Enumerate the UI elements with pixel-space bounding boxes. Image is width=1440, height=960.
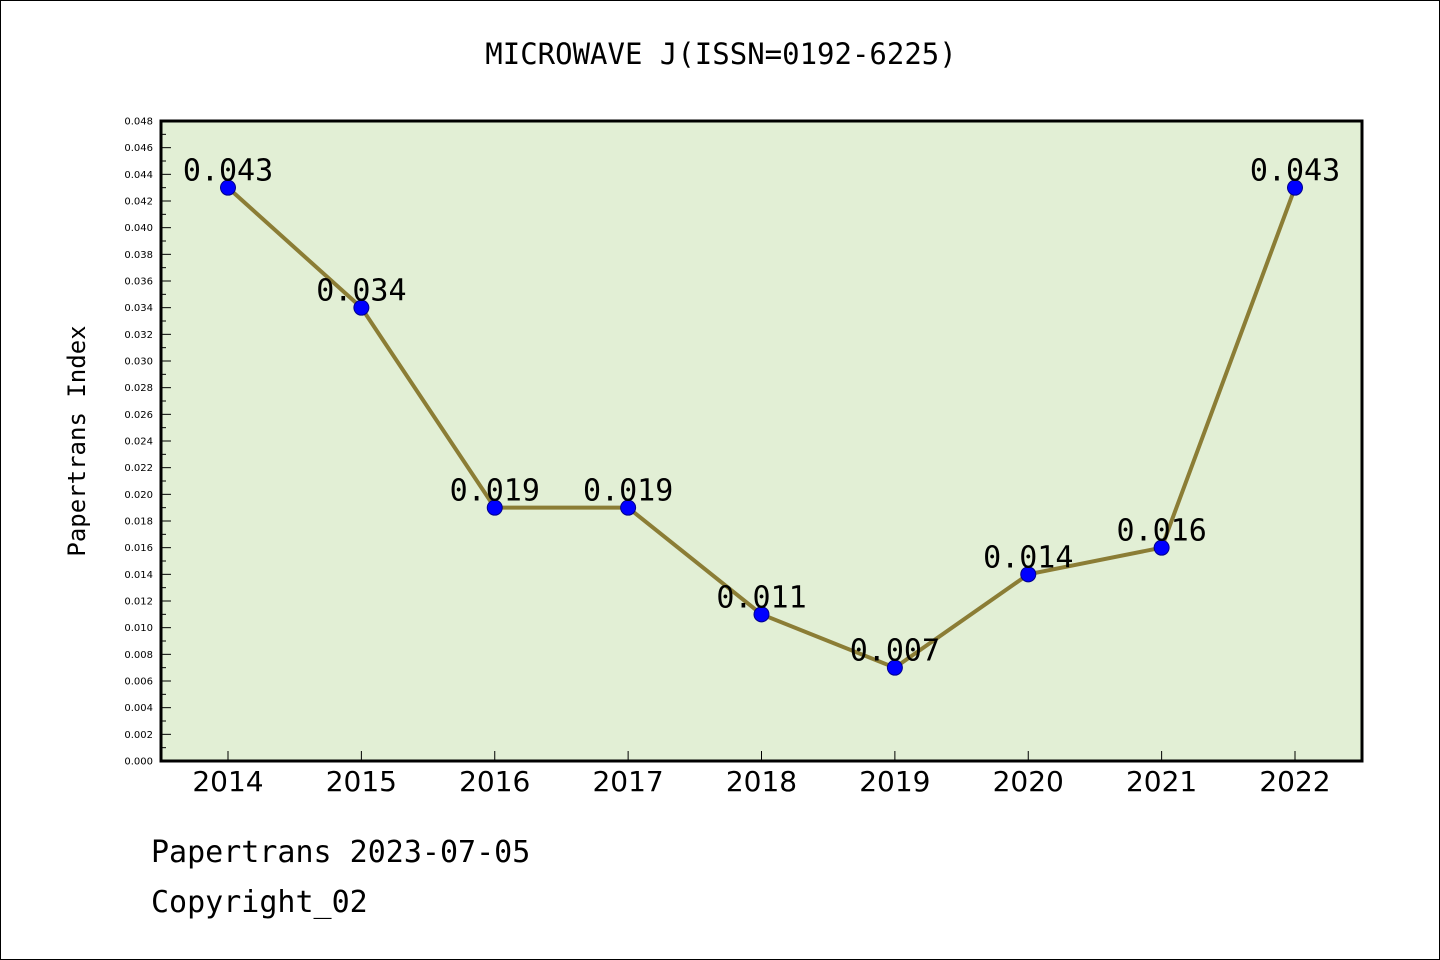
y-tick-label: 0.020 (124, 490, 153, 501)
y-tick-label: 0.014 (124, 570, 153, 581)
data-point (1287, 179, 1303, 196)
data-label: 0.011 (716, 580, 806, 615)
x-tick-label: 2020 (993, 765, 1064, 798)
chart-title: MICROWAVE J(ISSN=0192-6225) (485, 37, 957, 71)
data-label: 0.007 (850, 634, 940, 669)
x-tick-label: 2017 (592, 765, 663, 798)
x-tick-label: 2019 (859, 765, 930, 798)
data-label: 0.014 (983, 540, 1073, 575)
y-tick-label: 0.038 (124, 250, 153, 261)
y-tick-label: 0.012 (124, 597, 153, 608)
y-tick-label: 0.004 (124, 703, 153, 714)
data-point (353, 299, 370, 316)
footer-copyright: Copyright_02 (151, 885, 368, 920)
x-tick-label: 2021 (1126, 765, 1197, 798)
data-label: 0.043 (183, 154, 273, 189)
y-tick-label: 0.048 (124, 117, 153, 128)
y-tick-label: 0.006 (124, 677, 153, 688)
y-tick-label: 0.026 (124, 410, 153, 421)
data-point (1153, 539, 1170, 556)
data-label: 0.019 (450, 474, 540, 509)
plot-frame (159, 119, 1364, 763)
x-tick-label: 2015 (326, 765, 397, 798)
y-axis-label: Papertrans Index (63, 325, 91, 556)
y-tick-label: 0.028 (124, 383, 153, 394)
y-tick-label: 0.032 (124, 330, 153, 341)
footer-date: Papertrans 2023-07-05 (151, 835, 531, 870)
y-tick-label: 0.000 (124, 757, 153, 768)
data-point (486, 499, 503, 516)
y-tick-label: 0.022 (124, 463, 153, 474)
data-label: 0.016 (1116, 514, 1206, 549)
y-tick-label: 0.046 (124, 143, 153, 154)
y-tick-label: 0.042 (124, 197, 153, 208)
data-label: 0.019 (583, 474, 673, 509)
y-tick-label: 0.034 (124, 303, 153, 314)
x-tick-label: 2022 (1259, 765, 1330, 798)
data-label: 0.043 (1250, 154, 1340, 189)
data-point (620, 499, 637, 516)
y-tick-label: 0.010 (124, 623, 153, 634)
y-tick-label: 0.024 (124, 437, 153, 448)
y-tick-label: 0.040 (124, 223, 153, 234)
y-tick-label: 0.016 (124, 543, 153, 554)
y-tick-label: 0.018 (124, 517, 153, 528)
x-tick-label: 2014 (192, 765, 263, 798)
plot-background (161, 121, 1362, 761)
y-tick-label: 0.030 (124, 357, 153, 368)
data-label: 0.034 (316, 274, 406, 309)
x-tick-label: 2016 (459, 765, 530, 798)
y-tick-label: 0.008 (124, 650, 153, 661)
data-point (753, 606, 770, 623)
data-point (886, 659, 903, 676)
data-point (1020, 566, 1037, 583)
data-point (220, 179, 236, 196)
x-tick-label: 2018 (726, 765, 797, 798)
y-tick-label: 0.002 (124, 730, 153, 741)
y-tick-label: 0.044 (124, 170, 153, 181)
y-tick-label: 0.036 (124, 277, 153, 288)
